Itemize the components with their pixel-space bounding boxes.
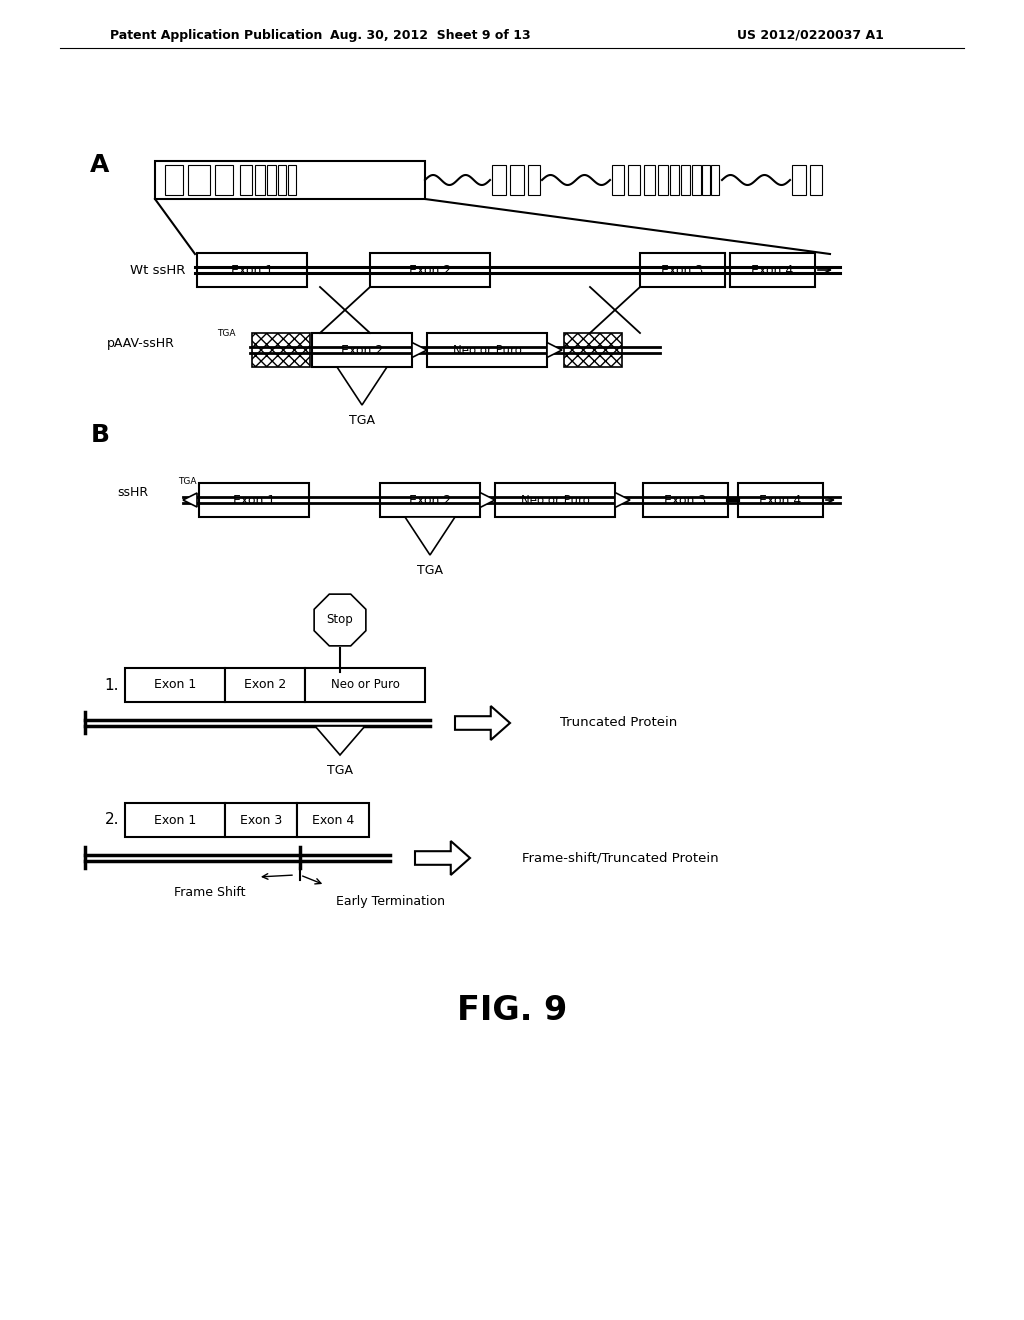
Polygon shape: [480, 492, 495, 507]
Bar: [255, 165, 265, 195]
Bar: [612, 165, 624, 195]
Text: Exon 2: Exon 2: [409, 264, 452, 276]
Bar: [711, 165, 719, 195]
Text: TGA: TGA: [417, 564, 443, 577]
Polygon shape: [314, 594, 366, 645]
Text: Exon 3: Exon 3: [660, 264, 703, 276]
Text: Wt ssHR: Wt ssHR: [130, 264, 185, 276]
Bar: [197, 253, 307, 286]
Text: Neo or Puro: Neo or Puro: [520, 494, 590, 507]
Polygon shape: [415, 841, 470, 875]
Bar: [628, 165, 640, 195]
Bar: [370, 253, 490, 286]
Bar: [692, 165, 701, 195]
Text: Exon 3: Exon 3: [664, 494, 707, 507]
Text: Exon 4: Exon 4: [751, 264, 794, 276]
Text: Exon 4: Exon 4: [759, 494, 801, 507]
Bar: [312, 333, 412, 367]
Bar: [792, 165, 806, 195]
Bar: [643, 483, 728, 517]
Bar: [528, 165, 540, 195]
Bar: [670, 165, 679, 195]
Text: US 2012/0220037 A1: US 2012/0220037 A1: [736, 29, 884, 41]
Text: Exon 1: Exon 1: [154, 678, 197, 692]
Bar: [305, 668, 425, 702]
Bar: [288, 165, 296, 195]
Bar: [495, 483, 615, 517]
Text: FIG. 9: FIG. 9: [457, 994, 567, 1027]
Bar: [267, 165, 276, 195]
Bar: [188, 165, 210, 195]
Polygon shape: [412, 342, 427, 358]
Text: Frame-shift/Truncated Protein: Frame-shift/Truncated Protein: [522, 851, 719, 865]
Polygon shape: [406, 517, 455, 554]
Text: pAAV-ssHR: pAAV-ssHR: [108, 338, 175, 351]
Bar: [658, 165, 668, 195]
Bar: [492, 165, 506, 195]
Bar: [225, 803, 297, 837]
Text: Exon 3: Exon 3: [240, 813, 283, 826]
Bar: [125, 803, 225, 837]
Bar: [240, 165, 252, 195]
Text: Exon 1: Exon 1: [232, 494, 275, 507]
Text: Exon 1: Exon 1: [154, 813, 197, 826]
Bar: [730, 253, 815, 286]
Text: TGA: TGA: [217, 330, 236, 338]
Text: Exon 2: Exon 2: [409, 494, 452, 507]
Bar: [225, 668, 305, 702]
Text: 1.: 1.: [104, 677, 119, 693]
Text: 2.: 2.: [104, 813, 119, 828]
Polygon shape: [337, 367, 387, 405]
Text: ssHR: ssHR: [117, 486, 148, 499]
Polygon shape: [547, 342, 562, 358]
Text: Stop: Stop: [327, 614, 353, 627]
Polygon shape: [615, 492, 630, 507]
Bar: [810, 165, 822, 195]
Text: TGA: TGA: [178, 478, 197, 487]
Text: B: B: [90, 422, 110, 447]
Bar: [215, 165, 233, 195]
Text: TGA: TGA: [327, 763, 353, 776]
Text: Neo or Puro: Neo or Puro: [453, 343, 521, 356]
Text: Aug. 30, 2012  Sheet 9 of 13: Aug. 30, 2012 Sheet 9 of 13: [330, 29, 530, 41]
Text: Exon 2: Exon 2: [244, 678, 286, 692]
Bar: [165, 165, 183, 195]
Text: A: A: [90, 153, 110, 177]
Text: Early Termination: Early Termination: [336, 895, 444, 908]
Bar: [640, 253, 725, 286]
Text: Patent Application Publication: Patent Application Publication: [110, 29, 323, 41]
Text: Frame Shift: Frame Shift: [174, 886, 246, 899]
Bar: [199, 483, 309, 517]
Bar: [125, 668, 225, 702]
Bar: [681, 165, 690, 195]
Text: Truncated Protein: Truncated Protein: [560, 717, 677, 730]
Bar: [644, 165, 655, 195]
Text: Exon 4: Exon 4: [312, 813, 354, 826]
Polygon shape: [315, 726, 365, 755]
Bar: [702, 165, 710, 195]
Text: Exon 1: Exon 1: [230, 264, 273, 276]
Bar: [252, 333, 310, 367]
Polygon shape: [455, 706, 510, 741]
Bar: [155, 161, 425, 199]
Text: Neo or Puro: Neo or Puro: [331, 678, 399, 692]
Polygon shape: [183, 492, 197, 507]
Bar: [427, 333, 547, 367]
Text: TGA: TGA: [349, 413, 375, 426]
Bar: [738, 483, 823, 517]
Bar: [380, 483, 480, 517]
Bar: [510, 165, 524, 195]
Text: Exon 2: Exon 2: [341, 343, 383, 356]
Bar: [564, 333, 622, 367]
Bar: [278, 165, 286, 195]
Bar: [297, 803, 369, 837]
